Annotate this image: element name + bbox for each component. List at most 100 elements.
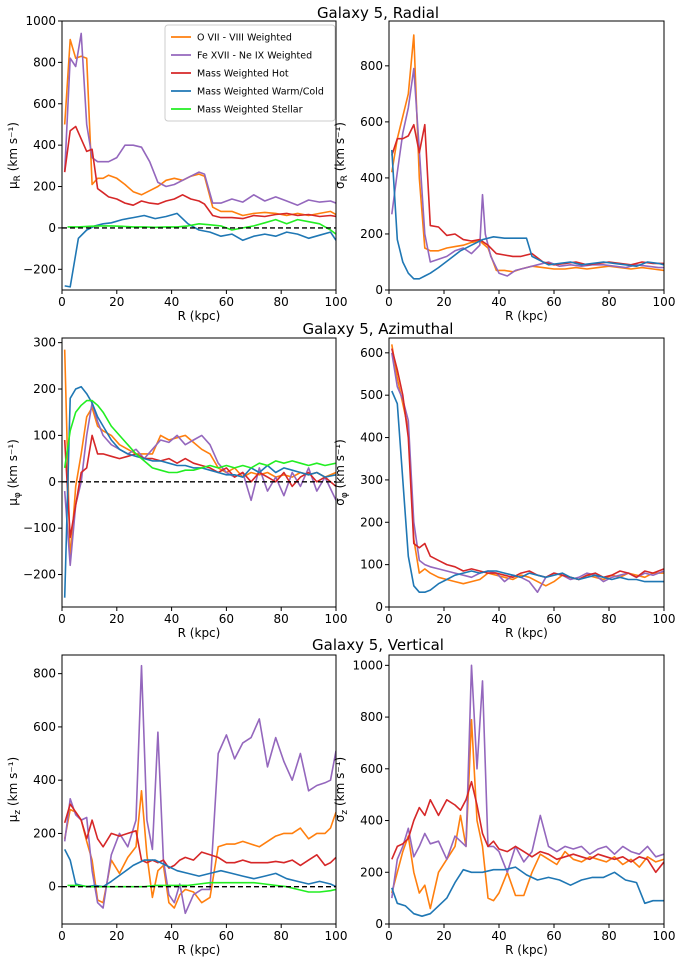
sigma_phi-series-group <box>391 344 664 594</box>
sigma_z-xtick-label: 80 <box>601 929 616 943</box>
legend: O VII - VIII Weighted Fe XVII - Ne IX Wei… <box>164 24 336 122</box>
sigma_z-xtick-label: 0 <box>385 929 393 943</box>
mu_R-xtick-label: 40 <box>164 295 179 309</box>
sigma_phi-ytick-label: 0 <box>375 600 383 614</box>
sigma_R-xtick-label: 100 <box>653 295 676 309</box>
legend-label-fexvii: Fe XVII - Ne IX Weighted <box>197 51 312 62</box>
sigma_z-xtick-label: 20 <box>436 929 451 943</box>
sigma_z-frame <box>388 654 665 925</box>
sigma_phi-ytick-label: 300 <box>360 473 383 487</box>
mu_phi-ytick-label: 100 <box>33 428 56 442</box>
mu_phi-series-fexvii <box>63 402 336 567</box>
sigma_R-ylabel: σR (km s⁻¹) <box>333 122 350 189</box>
panel-sigma_phi: 0 20 40 60 80 100 0 100 200 300 400 500 600 R (kpc) σφ… <box>333 337 675 640</box>
mu_z-series-warm <box>63 849 336 888</box>
sigma_phi-xtick-label: 80 <box>601 612 616 626</box>
mu_phi-xtick-label: 40 <box>164 612 179 626</box>
mu_z-xtick-label: 100 <box>325 929 348 943</box>
sigma_R-ytick-label: 400 <box>360 171 383 185</box>
mu_z-xtick-label: 40 <box>164 929 179 943</box>
mu_R-ytick-label: 600 <box>33 97 56 111</box>
sigma_z-xtick-label: 40 <box>491 929 506 943</box>
sigma_z-series-group <box>391 664 664 918</box>
mu_z-ylabel: μz (km s⁻¹) <box>6 757 23 822</box>
mu_phi-xtick-label: 100 <box>325 612 348 626</box>
sigma_R-series-ovii <box>391 34 664 273</box>
mu_R-xlabel: R (kpc) <box>178 309 221 323</box>
mu_phi-series-stellar <box>63 399 336 474</box>
mu_z-series-hot <box>63 803 336 869</box>
mu_phi-ytick-label: −100 <box>23 521 56 535</box>
legend-label-warm: Mass Weighted Warm/Cold <box>197 87 324 98</box>
row-title-azimuthal: Galaxy 5, Azimuthal <box>303 320 454 338</box>
sigma_z-xtick-label: 100 <box>653 929 676 943</box>
mu_phi-xtick-label: 80 <box>274 612 289 626</box>
mu_phi-series-hot <box>63 434 336 539</box>
sigma_z-ytick-label: 400 <box>360 814 383 828</box>
mu_R-xtick-label: 100 <box>325 295 348 309</box>
sigma_z-series-warm <box>391 866 664 918</box>
mu_R-series-hot <box>63 125 336 220</box>
mu_R-xtick-label: 60 <box>219 295 234 309</box>
sigma_phi-ylabel: σφ (km s⁻¹) <box>333 439 350 506</box>
mu_phi-ytick-label: 0 <box>48 475 56 489</box>
mu_phi-ytick-label: 200 <box>33 382 56 396</box>
sigma_z-ytick-label: 1000 <box>352 658 383 672</box>
sigma_phi-series-warm <box>391 390 664 594</box>
mu_z-xtick-label: 80 <box>274 929 289 943</box>
mu_z-series-fexvii <box>63 664 336 915</box>
mu_z-xtick-label: 20 <box>109 929 124 943</box>
panel-mu_z: 0 20 40 60 80 100 0 200 400 600 800 R (kpc) μz (km s… <box>6 654 348 957</box>
mu_phi-series-warm <box>63 385 336 598</box>
mu_z-ytick-label: 200 <box>33 826 56 840</box>
sigma_R-ytick-label: 200 <box>360 227 383 241</box>
sigma_R-xtick-label: 0 <box>385 295 393 309</box>
sigma_phi-ytick-label: 100 <box>360 558 383 572</box>
sigma_z-ytick-label: 800 <box>360 710 383 724</box>
sigma_z-ytick-label: 600 <box>360 762 383 776</box>
mu_R-series-warm <box>64 212 336 288</box>
sigma_R-ytick-label: 800 <box>360 59 383 73</box>
sigma_phi-series-ovii <box>391 344 664 587</box>
mu_z-ytick-label: 400 <box>33 773 56 787</box>
sigma_phi-ytick-label: 600 <box>360 346 383 360</box>
mu_R-ytick-label: 400 <box>33 138 56 152</box>
sigma_R-xlabel: R (kpc) <box>505 309 548 323</box>
sigma_z-series-fexvii <box>391 664 664 899</box>
sigma_phi-series-hot <box>391 348 664 581</box>
sigma_z-ylabel: σz (km s⁻¹) <box>333 757 350 822</box>
sigma_z-xtick-label: 60 <box>546 929 561 943</box>
mu_phi-xlabel: R (kpc) <box>178 626 221 640</box>
mu_phi-xtick-label: 20 <box>109 612 124 626</box>
mu_z-series-group <box>62 664 336 915</box>
sigma_phi-xtick-label: 0 <box>385 612 393 626</box>
mu_z-xtick-label: 60 <box>219 929 234 943</box>
sigma_z-ytick-label: 200 <box>360 865 383 879</box>
mu_R-series-group <box>62 32 336 288</box>
mu_R-ytick-label: 200 <box>33 180 56 194</box>
sigma_phi-series-fexvii <box>391 352 664 594</box>
mu_z-xtick-label: 0 <box>58 929 66 943</box>
mu_phi-xtick-label: 0 <box>58 612 66 626</box>
mu_R-ytick-label: 800 <box>33 55 56 69</box>
sigma_R-series-fexvii <box>391 67 664 277</box>
sigma_R-xtick-label: 60 <box>546 295 561 309</box>
sigma_R-xtick-label: 20 <box>436 295 451 309</box>
row-title-vertical: Galaxy 5, Vertical <box>312 636 444 654</box>
mu_phi-ytick-label: −200 <box>23 568 56 582</box>
panel-sigma_R: 0 20 40 60 80 100 0 200 400 600 800 R (kpc) σR (km s… <box>333 20 676 323</box>
sigma_phi-ytick-label: 400 <box>360 431 383 445</box>
sigma_phi-frame <box>388 337 665 608</box>
panel-mu_R: 0 20 40 60 80 100 −200 0 200 400 600 800 1000 R (kpc)… <box>6 14 347 323</box>
panel-mu_phi: 0 20 40 60 80 100 −200 −100 0 100 200 300 R (kpc) μφ … <box>6 336 347 640</box>
sigma_phi-xtick-label: 40 <box>491 612 506 626</box>
sigma_z-series-ovii <box>391 718 664 910</box>
mu_R-ylabel: μR (km s⁻¹) <box>6 122 23 189</box>
row-title-radial: Galaxy 5, Radial <box>317 4 439 22</box>
mu_R-ytick-label: −200 <box>23 262 56 276</box>
mu_phi-ytick-label: 300 <box>33 336 56 350</box>
sigma_R-series-group <box>391 34 664 280</box>
sigma_R-series-warm <box>391 149 664 280</box>
